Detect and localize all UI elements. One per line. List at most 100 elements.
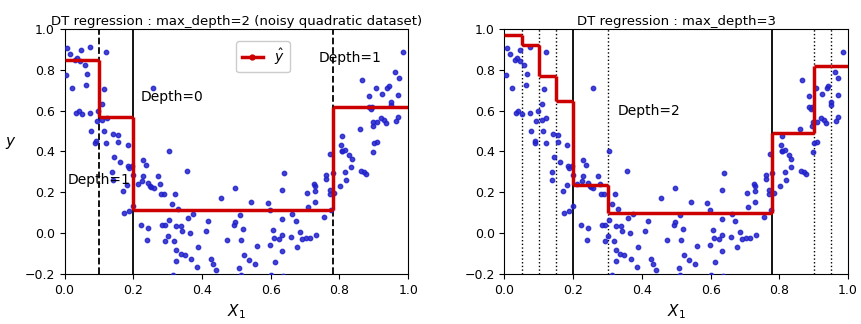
Point — [121, 166, 135, 171]
Point — [673, 212, 687, 217]
Point — [162, 217, 176, 222]
Point — [765, 170, 779, 175]
Point — [209, 268, 223, 273]
Point — [263, 207, 277, 213]
Point — [249, 262, 263, 267]
Point — [205, 257, 219, 262]
Point — [831, 114, 845, 119]
Point — [676, 227, 690, 232]
Point — [175, 229, 189, 234]
Point — [774, 142, 788, 147]
Point — [815, 91, 829, 96]
Point — [499, 72, 513, 77]
Point — [234, 237, 248, 242]
Point — [323, 187, 337, 192]
Point — [725, 211, 739, 216]
Point — [126, 204, 139, 209]
Point — [621, 215, 635, 220]
Point — [146, 85, 160, 90]
Point — [747, 182, 761, 187]
Point — [300, 235, 313, 240]
Point — [65, 85, 78, 90]
Point — [95, 117, 108, 122]
Point — [673, 272, 687, 278]
Point — [64, 51, 77, 56]
Point — [546, 131, 560, 136]
Point — [610, 248, 623, 253]
Point — [804, 106, 818, 111]
Point — [735, 236, 749, 241]
Point — [190, 265, 204, 270]
Point — [261, 200, 275, 205]
Point — [131, 181, 145, 187]
Point — [806, 123, 820, 128]
Point — [537, 86, 551, 91]
Point — [620, 168, 634, 174]
Point — [716, 273, 730, 279]
Point — [561, 166, 575, 171]
Point — [691, 244, 704, 249]
Point — [177, 252, 191, 257]
Point — [540, 115, 554, 121]
Point — [530, 118, 543, 123]
Point — [539, 141, 553, 146]
Text: Depth=0: Depth=0 — [140, 89, 203, 103]
Point — [596, 223, 610, 228]
Point — [794, 168, 808, 173]
Point — [764, 207, 777, 212]
Point — [276, 216, 289, 221]
Point — [163, 149, 177, 154]
Point — [586, 85, 600, 90]
Point — [672, 266, 686, 271]
Point — [391, 114, 405, 119]
Point — [586, 186, 600, 191]
Point — [685, 293, 699, 298]
Point — [703, 243, 717, 248]
Point — [239, 282, 253, 287]
Point — [763, 191, 777, 197]
Point — [276, 233, 289, 238]
Point — [593, 182, 607, 187]
X-axis label: $X_1$: $X_1$ — [227, 302, 245, 321]
Point — [220, 238, 233, 243]
Point — [763, 151, 777, 156]
Point — [515, 112, 529, 117]
Point — [776, 133, 790, 139]
Point — [391, 93, 405, 98]
Point — [96, 101, 109, 107]
Point — [369, 86, 383, 91]
Point — [165, 272, 179, 277]
Point — [802, 93, 816, 98]
Point — [79, 83, 93, 88]
Point — [757, 215, 771, 220]
Point — [799, 172, 813, 177]
Point — [77, 62, 91, 67]
Point — [245, 199, 258, 204]
Point — [623, 231, 637, 236]
Point — [748, 189, 762, 194]
Point — [802, 104, 816, 110]
Point — [100, 115, 114, 121]
Point — [335, 148, 349, 154]
Point — [236, 227, 250, 232]
Point — [264, 272, 278, 278]
Point — [832, 76, 846, 81]
Point — [567, 173, 580, 178]
Point — [626, 212, 640, 217]
Point — [576, 158, 590, 163]
Point — [364, 106, 378, 111]
Point — [815, 116, 828, 121]
Point — [556, 188, 570, 193]
Point — [684, 199, 697, 204]
Point — [703, 207, 717, 213]
Point — [180, 168, 194, 174]
Point — [759, 176, 773, 181]
Point — [649, 268, 663, 273]
Point — [630, 265, 644, 270]
Point — [88, 140, 102, 145]
Point — [170, 248, 183, 253]
Point — [319, 176, 333, 181]
Point — [174, 223, 188, 228]
Point — [821, 86, 834, 91]
Point — [604, 279, 618, 284]
